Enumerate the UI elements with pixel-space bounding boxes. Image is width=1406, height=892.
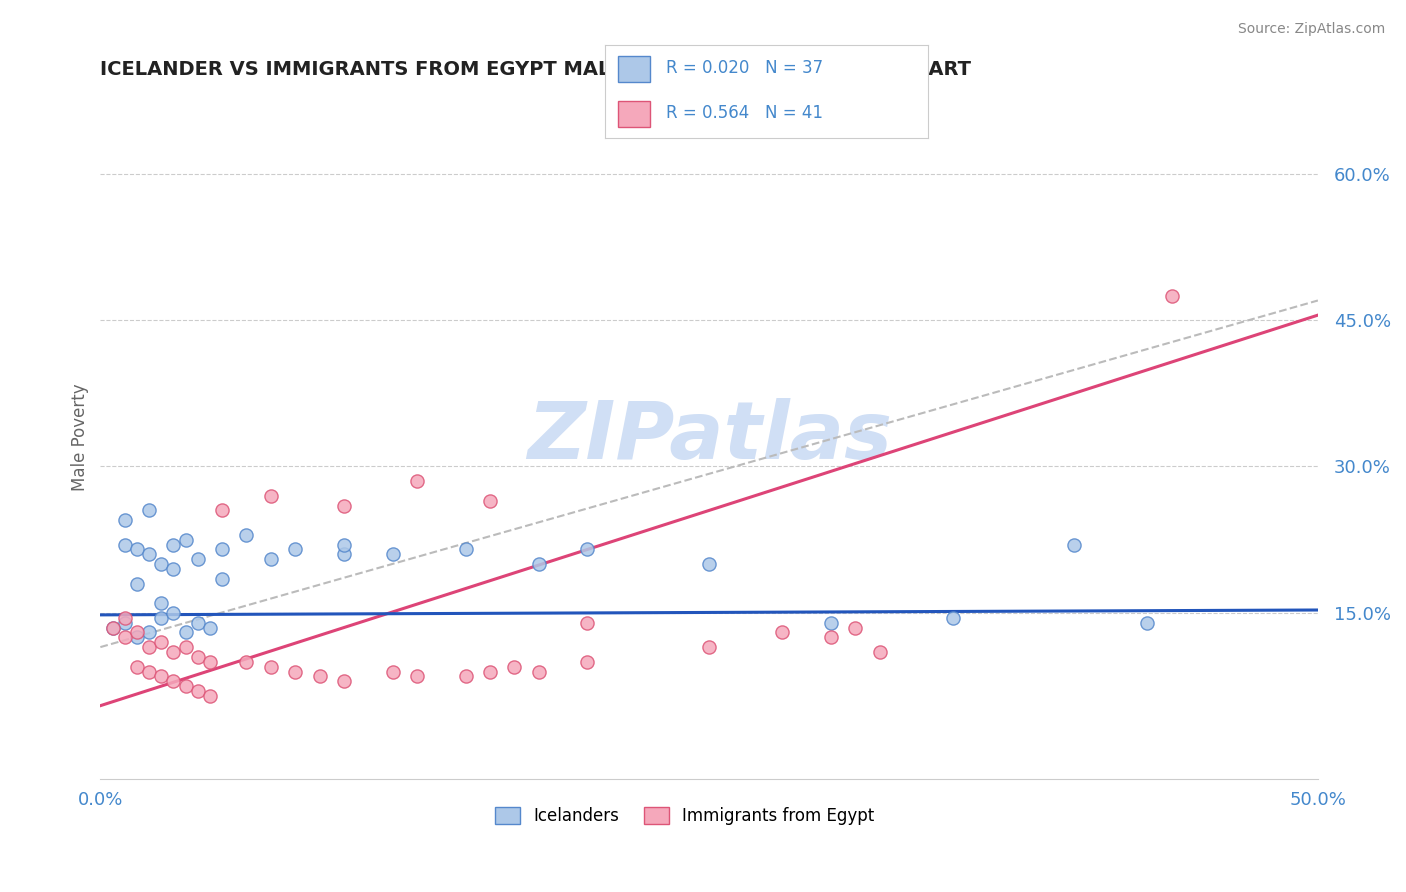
Y-axis label: Male Poverty: Male Poverty xyxy=(72,384,89,491)
Bar xyxy=(617,56,650,82)
Point xyxy=(260,659,283,673)
Point xyxy=(138,625,160,640)
Point xyxy=(844,621,866,635)
Point xyxy=(869,645,891,659)
Point xyxy=(125,625,148,640)
Point xyxy=(187,615,209,630)
Point xyxy=(174,679,197,693)
Point xyxy=(333,547,356,561)
Point xyxy=(138,547,160,561)
Text: ICELANDER VS IMMIGRANTS FROM EGYPT MALE POVERTY CORRELATION CHART: ICELANDER VS IMMIGRANTS FROM EGYPT MALE … xyxy=(100,60,972,78)
Point xyxy=(198,655,221,669)
Point xyxy=(697,557,720,571)
Point xyxy=(138,640,160,654)
Point xyxy=(150,596,173,610)
Point xyxy=(174,640,197,654)
Point xyxy=(125,542,148,557)
Point xyxy=(820,631,842,645)
Point xyxy=(162,645,184,659)
Point xyxy=(1160,288,1182,302)
Point xyxy=(150,669,173,683)
Point xyxy=(381,665,404,679)
Point xyxy=(406,669,429,683)
Point xyxy=(125,576,148,591)
Text: ZIPatlas: ZIPatlas xyxy=(527,398,891,476)
Point xyxy=(1136,615,1159,630)
Point xyxy=(162,562,184,576)
Point xyxy=(198,689,221,703)
Point xyxy=(284,665,307,679)
Point xyxy=(503,659,526,673)
Point xyxy=(527,665,550,679)
Legend: Icelanders, Immigrants from Egypt: Icelanders, Immigrants from Egypt xyxy=(488,801,882,832)
Point xyxy=(211,572,233,586)
Bar xyxy=(617,101,650,127)
Point xyxy=(576,542,599,557)
Point xyxy=(114,615,136,630)
Point xyxy=(198,621,221,635)
Point xyxy=(820,615,842,630)
Point xyxy=(162,606,184,620)
Point xyxy=(187,649,209,664)
Point xyxy=(150,635,173,649)
Point xyxy=(211,503,233,517)
Point xyxy=(162,538,184,552)
Point xyxy=(114,513,136,527)
Point xyxy=(527,557,550,571)
Point xyxy=(260,552,283,566)
Point xyxy=(235,528,257,542)
Point xyxy=(576,655,599,669)
Point xyxy=(125,631,148,645)
Point xyxy=(114,631,136,645)
Point xyxy=(333,538,356,552)
Point xyxy=(101,621,124,635)
Point xyxy=(406,474,429,488)
Point xyxy=(211,542,233,557)
Point xyxy=(162,674,184,689)
Point xyxy=(174,533,197,547)
Point xyxy=(174,625,197,640)
Point xyxy=(478,665,501,679)
Point xyxy=(138,665,160,679)
Point xyxy=(1063,538,1085,552)
Point xyxy=(187,552,209,566)
Point xyxy=(308,669,330,683)
Point xyxy=(187,684,209,698)
Text: R = 0.020   N = 37: R = 0.020 N = 37 xyxy=(666,60,823,78)
Point xyxy=(942,611,965,625)
Point xyxy=(284,542,307,557)
Point xyxy=(150,611,173,625)
Point xyxy=(381,547,404,561)
Point xyxy=(454,669,477,683)
Point xyxy=(770,625,793,640)
Point xyxy=(150,557,173,571)
Point xyxy=(478,493,501,508)
Point xyxy=(235,655,257,669)
Point xyxy=(138,503,160,517)
Point xyxy=(260,489,283,503)
Point xyxy=(454,542,477,557)
Point xyxy=(333,499,356,513)
Point xyxy=(333,674,356,689)
Point xyxy=(114,611,136,625)
Text: R = 0.564   N = 41: R = 0.564 N = 41 xyxy=(666,104,823,122)
Point xyxy=(125,659,148,673)
Point xyxy=(114,538,136,552)
Point xyxy=(576,615,599,630)
Text: Source: ZipAtlas.com: Source: ZipAtlas.com xyxy=(1237,22,1385,37)
Point xyxy=(697,640,720,654)
Point xyxy=(101,621,124,635)
